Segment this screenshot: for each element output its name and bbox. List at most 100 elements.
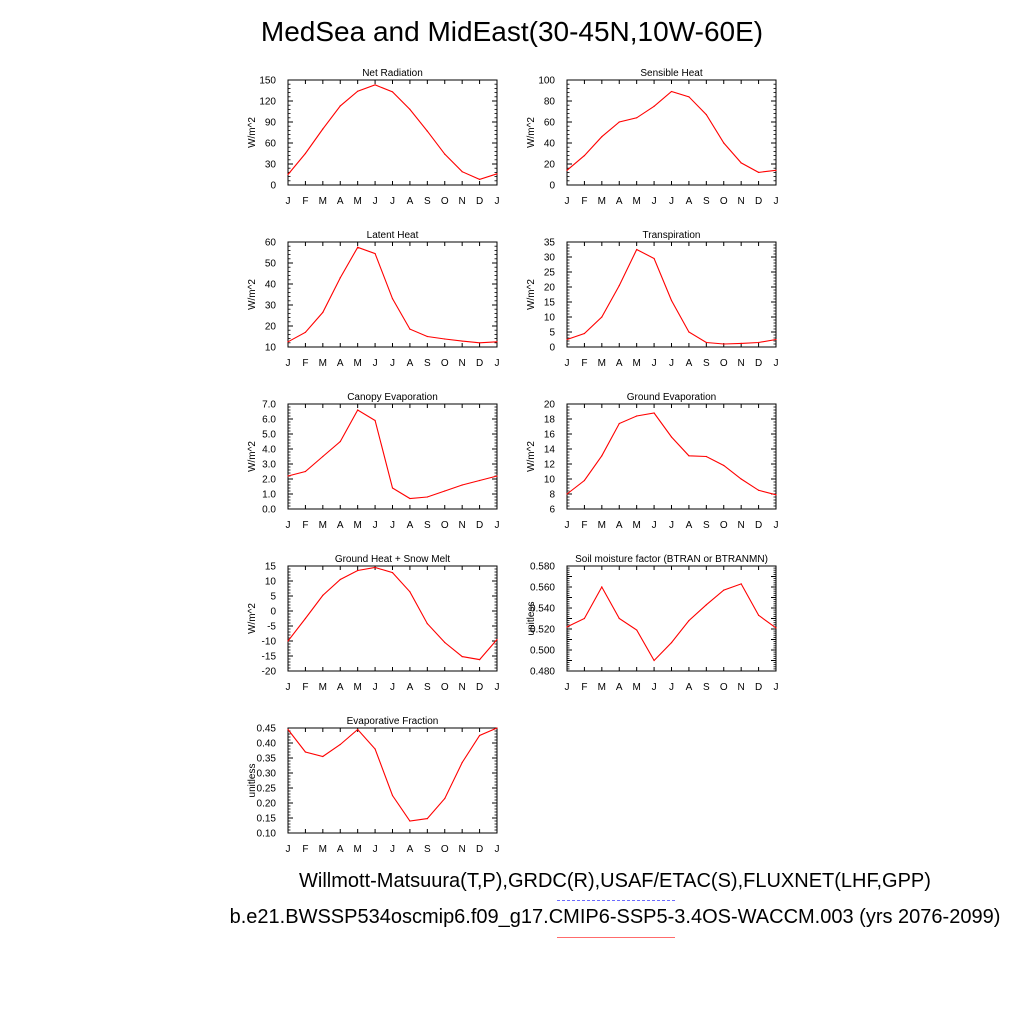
x-tick-label: F	[302, 844, 308, 855]
x-tick-label: A	[616, 196, 623, 207]
x-tick-label: M	[319, 682, 327, 693]
y-tick-label: 40	[265, 280, 277, 291]
x-tick-label: M	[598, 520, 606, 531]
x-tick-label: N	[459, 520, 466, 531]
y-tick-label: -10	[262, 637, 277, 648]
data-point	[636, 117, 638, 119]
x-tick-label: A	[686, 196, 693, 207]
y-tick-label: 35	[544, 238, 556, 249]
x-tick-label: J	[774, 682, 779, 693]
data-point	[426, 623, 428, 625]
x-tick-label: J	[495, 196, 500, 207]
x-tick-label: D	[476, 358, 483, 369]
y-tick-label: -20	[262, 667, 277, 678]
data-point	[304, 331, 307, 333]
x-tick-label: A	[616, 520, 623, 531]
y-tick-label: 1.0	[262, 490, 276, 501]
data-point	[740, 478, 742, 480]
data-point	[391, 794, 394, 797]
x-tick-label: A	[616, 682, 623, 693]
data-point	[322, 311, 324, 313]
data-point	[461, 340, 463, 342]
x-tick-label: J	[390, 844, 395, 855]
data-point	[478, 342, 481, 344]
data-point	[426, 818, 428, 820]
panel-title: Ground Heat + Snow Melt	[335, 554, 451, 565]
data-point	[496, 727, 498, 729]
data-point	[409, 497, 411, 500]
data-point	[374, 252, 376, 255]
y-tick-label: 20	[544, 400, 556, 411]
x-tick-label: A	[616, 358, 623, 369]
data-point	[705, 341, 707, 344]
data-point	[304, 152, 307, 155]
y-tick-label: 20	[544, 160, 556, 171]
x-tick-label: O	[441, 682, 449, 693]
plot-frame	[287, 79, 498, 186]
x-tick-label: A	[337, 844, 344, 855]
plot-frame	[566, 79, 777, 186]
data-point	[496, 638, 498, 641]
data-point	[636, 248, 638, 251]
data-point	[461, 761, 463, 764]
data-point	[618, 284, 620, 287]
data-point	[566, 493, 568, 495]
plot-frame	[566, 565, 777, 672]
series-line	[287, 246, 498, 344]
x-tick-label: J	[286, 196, 291, 207]
x-tick-label: D	[476, 682, 483, 693]
y-tick-label: 80	[544, 97, 556, 108]
data-point	[688, 96, 690, 98]
data-point	[444, 338, 446, 340]
data-point	[391, 91, 394, 93]
data-point	[444, 641, 446, 644]
data-point	[391, 298, 394, 300]
x-tick-label: A	[686, 682, 693, 693]
y-tick-label: 5	[270, 592, 276, 603]
figure-title: MedSea and MidEast(30-45N,10W-60E)	[260, 16, 764, 47]
x-tick-label: N	[738, 520, 745, 531]
x-tick-label: S	[703, 358, 710, 369]
series-line	[287, 727, 498, 822]
x-tick-label: N	[459, 358, 466, 369]
y-tick-label: 14	[544, 445, 556, 456]
x-tick-label: D	[476, 844, 483, 855]
data-point	[775, 338, 777, 341]
data-point	[670, 299, 673, 302]
data-point	[583, 155, 586, 157]
x-tick-label: A	[337, 358, 344, 369]
y-axis-label: W/m^2	[247, 117, 258, 148]
plot-frame	[287, 727, 498, 834]
data-point	[757, 341, 760, 344]
series-line	[287, 566, 498, 661]
x-tick-label: O	[441, 520, 449, 531]
x-tick-label: J	[565, 358, 570, 369]
x-tick-label: M	[319, 196, 327, 207]
y-tick-label: 15	[265, 562, 277, 573]
y-axis-label: W/m^2	[526, 441, 537, 472]
y-tick-label: 0.25	[257, 784, 277, 795]
x-tick-label: S	[424, 358, 431, 369]
data-point	[287, 728, 289, 731]
panel-title: Latent Heat	[367, 230, 419, 241]
x-tick-label: J	[286, 844, 291, 855]
x-tick-label: O	[720, 196, 728, 207]
y-tick-label: 10	[544, 313, 556, 324]
data-point	[391, 487, 394, 489]
data-point	[705, 455, 707, 458]
panel-title: Sensible Heat	[640, 68, 702, 79]
data-point	[426, 130, 428, 132]
data-point	[357, 728, 359, 731]
data-point	[757, 614, 760, 616]
data-point	[339, 440, 341, 443]
x-tick-label: J	[774, 196, 779, 207]
data-point	[478, 479, 481, 482]
data-point	[653, 659, 655, 662]
data-point	[566, 169, 568, 171]
y-tick-label: 90	[265, 118, 277, 129]
model-legend-line	[557, 937, 675, 938]
